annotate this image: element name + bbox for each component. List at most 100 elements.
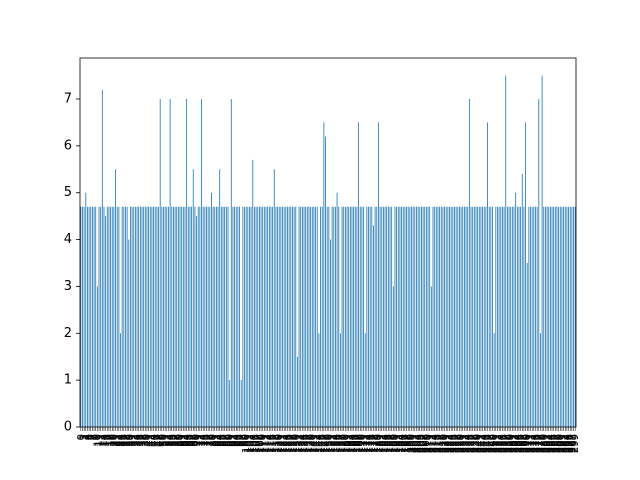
bar xyxy=(553,206,555,427)
x-tick-label: 142 xyxy=(311,434,322,453)
bar xyxy=(123,206,125,427)
x-tick-label: 290 xyxy=(555,434,566,453)
x-tick-label: 35 xyxy=(134,434,145,447)
bar xyxy=(482,206,483,427)
bar xyxy=(247,206,249,427)
x-tick-label: 270 xyxy=(522,434,533,453)
bar xyxy=(268,206,270,427)
x-tick-label: 191 xyxy=(392,434,403,453)
bar xyxy=(331,206,333,427)
bar xyxy=(245,206,247,427)
x-tick-label: 273 xyxy=(527,434,538,453)
bar xyxy=(169,99,171,427)
x-tick-label: 238 xyxy=(469,434,480,453)
x-tick-label: 147 xyxy=(319,434,330,453)
x-tick-label: 289 xyxy=(554,434,565,453)
x-tick-label: 78 xyxy=(205,434,216,447)
x-tick-label: 140 xyxy=(307,434,318,453)
x-tick-label: 115 xyxy=(266,434,277,453)
x-tick-label: 69 xyxy=(190,434,201,447)
x-tick-label: 189 xyxy=(388,434,399,453)
x-tick-label: 206 xyxy=(416,434,427,453)
bar xyxy=(409,206,411,427)
x-tick-label: 209 xyxy=(421,434,432,453)
bar xyxy=(541,75,543,428)
bar xyxy=(83,206,85,427)
bar xyxy=(378,122,379,427)
x-tick-label: 45 xyxy=(150,434,161,447)
x-tick-label: 59 xyxy=(173,434,184,447)
x-tick-label: 166 xyxy=(350,434,361,453)
bar xyxy=(351,206,353,427)
bar xyxy=(224,206,226,427)
bar xyxy=(513,206,515,427)
x-tick-label: 18 xyxy=(106,434,117,447)
bar xyxy=(447,206,449,427)
bar xyxy=(374,206,376,427)
x-tick-label: 120 xyxy=(274,434,285,453)
x-tick-label: 221 xyxy=(441,434,452,453)
bar xyxy=(144,206,146,427)
x-tick-label: 49 xyxy=(157,434,168,447)
x-tick-label: 217 xyxy=(435,434,446,453)
x-tick-label: 222 xyxy=(443,434,454,453)
bar xyxy=(530,206,531,427)
bar xyxy=(121,206,123,427)
bar xyxy=(508,206,510,427)
x-tick-label: 175 xyxy=(365,434,376,453)
x-tick-label: 110 xyxy=(258,434,269,453)
x-tick-label: 194 xyxy=(397,434,408,453)
y-tick-label: 2 xyxy=(64,326,72,341)
x-tick-label: 67 xyxy=(187,434,198,447)
bar xyxy=(100,206,102,427)
bar xyxy=(442,206,444,427)
x-tick-label: 223 xyxy=(445,434,456,453)
x-tick-label: 157 xyxy=(335,434,346,453)
x-tick-label: 91 xyxy=(226,434,237,447)
x-tick-label: 274 xyxy=(529,434,540,453)
x-tick-label: 295 xyxy=(564,434,575,453)
bar xyxy=(574,206,576,427)
bar xyxy=(323,122,325,427)
bar xyxy=(353,206,355,427)
bar xyxy=(262,206,264,427)
x-tick-label: 51 xyxy=(160,434,171,447)
bar xyxy=(111,206,113,427)
x-tick-label: 125 xyxy=(282,434,293,453)
bar xyxy=(149,206,151,427)
x-tick-label: 241 xyxy=(474,434,485,453)
x-tick-label: 232 xyxy=(459,434,470,453)
bar xyxy=(348,206,350,427)
bar xyxy=(369,206,371,427)
x-tick-label: 28 xyxy=(122,434,133,447)
bar xyxy=(531,206,533,427)
x-tick-label: 257 xyxy=(501,434,512,453)
bar xyxy=(98,206,100,427)
bar xyxy=(237,206,239,427)
bar xyxy=(397,206,399,427)
x-tick-label: 42 xyxy=(145,434,156,447)
x-tick-label: 32 xyxy=(129,434,140,447)
x-tick-label: 250 xyxy=(489,434,500,453)
bar xyxy=(305,206,307,427)
bar xyxy=(139,206,141,427)
x-tick-label: 178 xyxy=(370,434,381,453)
bar xyxy=(95,206,97,427)
bar xyxy=(548,206,550,427)
bar xyxy=(272,206,274,427)
x-tick-label: 202 xyxy=(410,434,421,453)
bar xyxy=(184,206,186,427)
bar xyxy=(384,206,386,427)
x-tick-label: 298 xyxy=(569,434,580,453)
bar xyxy=(326,206,328,427)
bar xyxy=(171,206,173,427)
x-tick-label: 268 xyxy=(519,434,530,453)
bar xyxy=(346,206,348,427)
x-tick-label: 4 xyxy=(82,434,93,440)
bar xyxy=(82,206,83,427)
x-tick-label: 237 xyxy=(468,434,479,453)
bar xyxy=(244,206,245,427)
bar xyxy=(339,333,341,427)
bar xyxy=(255,206,257,427)
x-tick-label: 89 xyxy=(223,434,234,447)
